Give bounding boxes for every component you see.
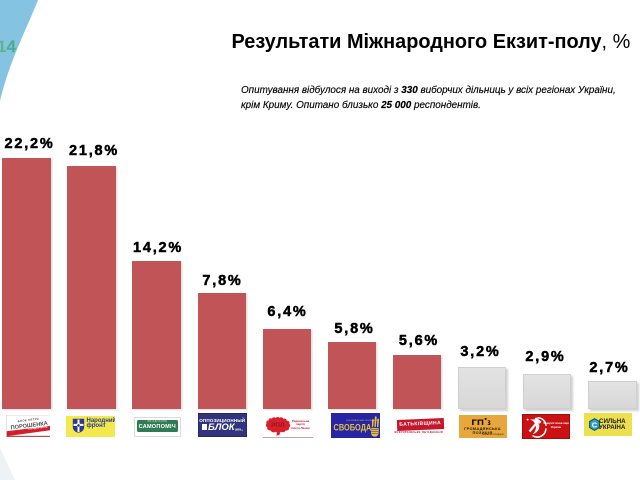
svg-text:С: С — [591, 420, 597, 429]
svg-text:ПОРОШЕНКА: ПОРОШЕНКА — [10, 421, 48, 431]
svg-text:СОЛІДАРНІСТЬ: СОЛІДАРНІСТЬ — [27, 425, 47, 431]
svg-text:РПЛ: РПЛ — [271, 422, 285, 429]
svg-text:БЛОК ПЕТРА: БЛОК ПЕТРА — [17, 417, 39, 424]
